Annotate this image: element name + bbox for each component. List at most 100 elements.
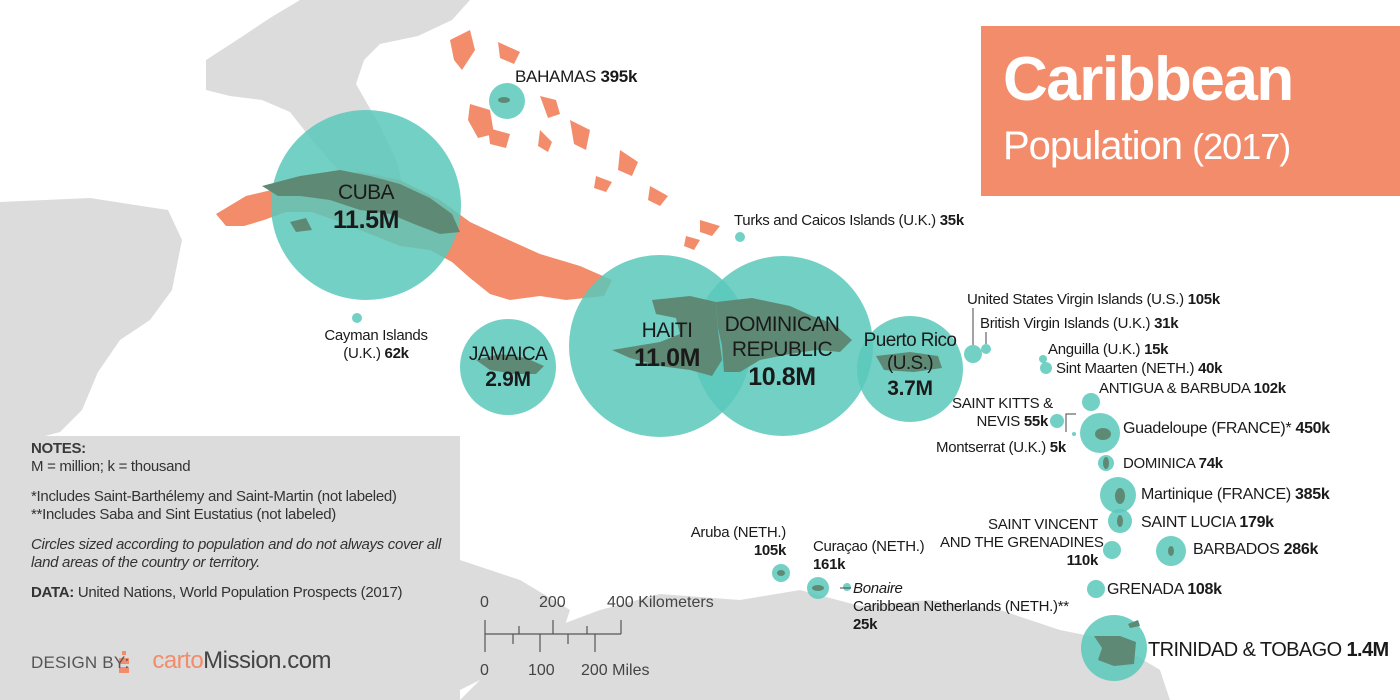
notes-panel: NOTES: M = million; k = thousand *Includ…: [31, 440, 451, 602]
notes-circles: Circles sized according to population an…: [31, 536, 441, 571]
label-name: BARBADOS: [1193, 541, 1280, 558]
label-aruba: Aruba (NETH.) 105k: [690, 524, 787, 560]
label-turks-caicos: Turks and Caicos Islands (U.K.) 35k: [734, 212, 964, 230]
label-value: 2.9M: [485, 367, 531, 391]
barbados-island-shape: [1168, 546, 1174, 556]
scale-mi-0: 0: [480, 662, 489, 679]
map-title: Caribbean: [1003, 45, 1294, 114]
circle-bvi[interactable]: [981, 344, 991, 354]
notes-heading: NOTES:: [31, 440, 86, 457]
circle-svg[interactable]: [1103, 541, 1121, 559]
label-value: 35k: [939, 212, 964, 229]
label-name-line1: SAINT VINCENT: [987, 516, 1098, 533]
label-value: 395k: [600, 67, 638, 86]
label-value: 31k: [1154, 315, 1179, 332]
subtitle-word: Population: [1003, 124, 1183, 168]
label-puerto-rico: Puerto Rico (U.S.) 3.7M: [858, 330, 962, 401]
label-name: ANTIGUA & BARBUDA: [1099, 380, 1250, 397]
label-st-kitts: SAINT KITTS & NEVIS 55k: [952, 395, 1053, 431]
label-name-line2: NEVIS: [976, 413, 1020, 430]
circle-turks[interactable]: [735, 232, 745, 242]
aruba-island-shape: [777, 570, 785, 576]
label-sub-name: Bonaire: [853, 580, 903, 597]
logo-mark: [119, 651, 129, 673]
yucatan-landmass: [0, 198, 182, 440]
scale-mi-100: 100: [528, 662, 555, 679]
label-name: Anguilla (U.K.): [1048, 341, 1141, 358]
circle-grenada[interactable]: [1087, 580, 1105, 598]
label-cuba: CUBA 11.5M: [306, 180, 426, 235]
label-name: CUBA: [338, 181, 395, 204]
label-name: Turks and Caicos Islands (U.K.): [734, 212, 936, 229]
brand-accent: carto: [152, 647, 204, 674]
label-martinique: Martinique (FRANCE) 385k: [1141, 485, 1330, 504]
label-name-line2: REPUBLIC: [731, 338, 833, 362]
circle-antigua[interactable]: [1082, 393, 1100, 411]
label-name-line1: SAINT KITTS &: [952, 395, 1053, 412]
label-bonaire: Bonaire Caribbean Netherlands (NETH.)** …: [853, 580, 1069, 634]
label-dominican-republic: DOMINICAN REPUBLIC 10.8M: [712, 312, 852, 392]
label-value: 55k: [1023, 413, 1048, 430]
label-barbados: BARBADOS 286k: [1193, 540, 1318, 559]
label-value: 161k: [813, 556, 846, 573]
circle-cayman[interactable]: [352, 313, 362, 323]
label-value: 15k: [1144, 341, 1169, 358]
label-value: 385k: [1295, 486, 1330, 503]
label-value: 25k: [853, 616, 878, 633]
circle-st-kitts[interactable]: [1050, 414, 1064, 428]
label-value: 11.0M: [633, 344, 701, 373]
subtitle-year: (2017): [1192, 126, 1291, 167]
land-base: [0, 0, 1170, 700]
label-haiti: HAITI 11.0M: [612, 318, 722, 373]
island-shapes: [262, 97, 1174, 666]
trinidad-island-shape: [1094, 620, 1140, 666]
label-name: Guadeloupe (FRANCE)*: [1123, 420, 1292, 437]
label-st-vincent: SAINT VINCENT AND THE GRENADINES 110k: [940, 516, 1104, 570]
circle-sint-maarten[interactable]: [1040, 362, 1052, 374]
label-value: 1.4M: [1346, 639, 1390, 661]
label-montserrat: Montserrat (U.K.) 5k: [936, 439, 1066, 457]
notes-footnote-1: *Includes Saint-Barthélemy and Saint-Mar…: [31, 488, 397, 505]
label-cayman: Cayman Islands (U.K.) 62k: [314, 327, 438, 363]
scale-km-400: 400 Kilometers: [607, 594, 714, 611]
label-sint-maarten: Sint Maarten (NETH.) 40k: [1056, 360, 1223, 378]
label-value: 108k: [1187, 581, 1222, 598]
guadeloupe-island-shape: [1095, 428, 1111, 440]
scale-bar: [484, 620, 622, 652]
label-antigua: ANTIGUA & BARBUDA 102k: [1099, 380, 1286, 398]
label-name-line2: AND THE GRENADINES: [940, 534, 1104, 551]
puerto-rico-island-shape: [876, 352, 942, 372]
label-value: 286k: [1283, 541, 1319, 558]
label-name: United States Virgin Islands (U.S.): [967, 291, 1184, 308]
circle-anguilla[interactable]: [1039, 355, 1047, 363]
circle-bonaire[interactable]: [843, 583, 851, 591]
label-trinidad: TRINIDAD & TOBAGO 1.4M: [1148, 638, 1389, 662]
label-value: 40k: [1198, 360, 1223, 377]
label-anguilla: Anguilla (U.K.) 15k: [1048, 341, 1169, 359]
leader-lines: [840, 308, 1076, 589]
saint-lucia-island-shape: [1117, 515, 1123, 527]
label-value: 105k: [1187, 291, 1220, 308]
montserrat-leader: [1065, 413, 1076, 432]
label-dominica: DOMINICA 74k: [1123, 455, 1223, 473]
label-name: JAMAICA: [468, 344, 548, 365]
label-name: DOMINICA: [1123, 455, 1195, 472]
label-name: GRENADA: [1107, 581, 1184, 598]
label-value: 10.8M: [748, 363, 816, 392]
haiti-island-shape: [612, 296, 722, 376]
label-value: 3.7M: [887, 376, 933, 400]
notes-units: M = million; k = thousand: [31, 458, 191, 475]
label-name-line2: (U.S.): [886, 352, 934, 374]
circle-montserrat[interactable]: [1072, 432, 1076, 436]
label-name: TRINIDAD & TOBAGO: [1148, 639, 1342, 661]
circle-usvi[interactable]: [964, 345, 982, 363]
bahamas-islands: [450, 30, 720, 250]
label-value: 450k: [1295, 420, 1330, 437]
label-name: Aruba (NETH.): [690, 524, 787, 541]
cuba-island-shape: [262, 170, 460, 234]
label-grenada: GRENADA 108k: [1107, 580, 1222, 599]
curacao-island-shape: [812, 585, 824, 591]
label-curacao: Curaçao (NETH.) 161k: [813, 538, 925, 574]
brand-name[interactable]: cartoMission.com: [152, 647, 331, 674]
